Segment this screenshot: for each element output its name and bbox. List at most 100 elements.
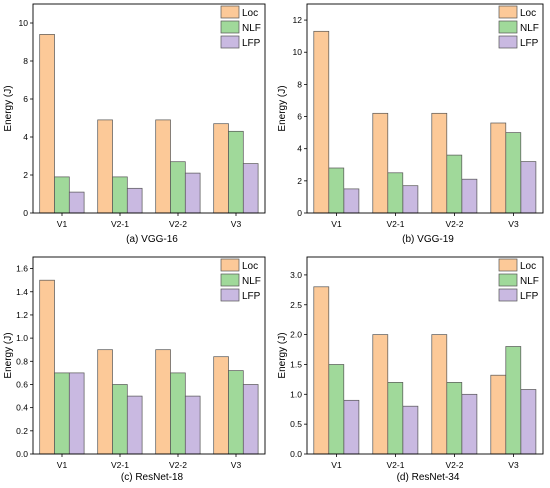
y-axis-label: Energy (J)	[277, 332, 288, 378]
bar-nlf-v3	[505, 132, 522, 214]
bar-lfp-v3	[242, 384, 259, 455]
bar-loc-v3	[490, 122, 507, 214]
bar-loc-v1	[39, 279, 55, 455]
y-tick-label: 1.0	[290, 389, 302, 399]
bar-nlf-v2-2	[170, 161, 186, 214]
bar-lfp-v2-2	[184, 172, 201, 214]
bar-loc-v3	[213, 123, 229, 214]
x-tick-label: V2-2	[446, 219, 464, 229]
bar-nlf-v2-1	[387, 172, 404, 214]
bar-lfp-v1	[68, 191, 85, 214]
x-tick-label: V1	[57, 219, 68, 229]
y-tick-label: 12	[293, 15, 303, 25]
legend-swatch-lfp	[498, 35, 518, 49]
bar-loc-v2-2	[155, 349, 171, 455]
y-tick-label: 0.0	[16, 449, 28, 459]
legend-label-nlf: NLF	[242, 23, 261, 34]
x-tick-label: V2-1	[111, 460, 129, 470]
legend: Loc NLF LFP	[498, 258, 539, 302]
bar-nlf-v3	[505, 346, 522, 455]
bar-loc-v2-2	[155, 119, 171, 214]
bar-lfp-v2-2	[184, 395, 201, 455]
y-tick-label: 1.4	[16, 287, 28, 297]
x-tick-label: V1	[57, 460, 68, 470]
plot-frame	[32, 3, 266, 214]
y-tick-label: 2.5	[290, 300, 302, 310]
bar-loc-v2-1	[97, 119, 113, 214]
y-tick-label: 0.6	[16, 379, 28, 389]
y-axis-label: Energy (J)	[3, 85, 14, 131]
x-tick-label: V3	[508, 219, 519, 229]
legend-swatch-loc	[498, 5, 518, 19]
bar-nlf-v2-1	[387, 382, 404, 455]
y-tick-label: 1.0	[16, 333, 28, 343]
y-tick-label: 10	[19, 18, 29, 28]
panel-caption: (c) ResNet-18	[121, 472, 184, 483]
bar-loc-v3	[213, 356, 229, 455]
legend: Loc NLF LFP	[498, 5, 539, 49]
y-tick-label: 0	[23, 208, 28, 218]
y-tick-label: 1.5	[290, 359, 302, 369]
bar-lfp-v3	[242, 163, 259, 214]
bar-loc-v3	[490, 374, 507, 455]
y-tick-label: 0.4	[16, 403, 28, 413]
y-axis-label: Energy (J)	[277, 85, 288, 131]
x-tick-label: V1	[331, 219, 342, 229]
legend-swatch-lfp	[498, 288, 518, 302]
legend-label-loc: Loc	[520, 8, 536, 19]
bar-nlf-v2-2	[170, 372, 186, 455]
legend-label-nlf: NLF	[520, 276, 539, 287]
bar-nlf-v2-2	[446, 154, 463, 214]
x-tick-label: V1	[331, 460, 342, 470]
y-tick-label: 0.2	[16, 426, 28, 436]
legend-label-loc: Loc	[242, 261, 258, 272]
y-axis-label: Energy (J)	[3, 332, 14, 378]
bar-loc-v2-1	[372, 334, 389, 455]
y-tick-label: 0.8	[16, 356, 28, 366]
y-tick-label: 10	[293, 47, 303, 57]
legend-label-lfp: LFP	[242, 38, 261, 49]
plot-frame	[32, 256, 266, 455]
panel-caption: (b) VGG-19	[402, 234, 454, 245]
plot-frame	[306, 3, 544, 214]
y-tick-label: 3.0	[290, 270, 302, 280]
legend-swatch-nlf	[220, 273, 240, 287]
y-tick-label: 4	[23, 132, 28, 142]
legend: Loc NLF LFP	[220, 5, 261, 49]
x-tick-label: V2-1	[387, 219, 405, 229]
bar-nlf-v3	[228, 130, 244, 214]
chart-panel-3: V1 V2-1 V2-2 V3 0.0 0.2 0.4 0.6 0.8 1.0 1.2 1.4 1.6 E…	[3, 256, 266, 483]
y-tick-label: 2	[23, 170, 28, 180]
y-tick-label: 2.0	[290, 330, 302, 340]
bar-lfp-v2-1	[402, 405, 419, 455]
bar-lfp-v2-1	[126, 395, 143, 455]
bar-lfp-v2-2	[461, 393, 478, 455]
panel-caption: (a) VGG-16	[126, 234, 178, 245]
plot-frame	[306, 256, 544, 455]
y-tick-label: 6	[297, 112, 302, 122]
bar-loc-v1	[313, 30, 330, 214]
legend-label-lfp: LFP	[520, 291, 539, 302]
bar-loc-v1	[313, 286, 330, 455]
legend-swatch-nlf	[220, 20, 240, 34]
bar-lfp-v3	[520, 161, 537, 214]
chart-panel-2: V1 V2-1 V2-2 V3 0 2 4 6 8 10 12 Energy (J) (b) VGG-1…	[277, 3, 544, 245]
bar-lfp-v1	[343, 188, 360, 214]
bar-loc-v1	[39, 34, 55, 214]
bar-lfp-v3	[520, 389, 537, 455]
legend-label-lfp: LFP	[242, 291, 261, 302]
legend: Loc NLF LFP	[220, 258, 261, 302]
bar-nlf-v1	[54, 372, 70, 455]
bar-nlf-v1	[328, 167, 345, 214]
legend-swatch-nlf	[498, 20, 518, 34]
legend-label-lfp: LFP	[520, 38, 539, 49]
bar-nlf-v1	[328, 364, 345, 455]
y-tick-label: 2	[297, 176, 302, 186]
x-tick-label: V3	[508, 460, 519, 470]
bar-lfp-v2-2	[461, 178, 478, 214]
legend-swatch-lfp	[220, 288, 240, 302]
x-tick-label: V2-2	[169, 219, 187, 229]
x-tick-label: V2-2	[169, 460, 187, 470]
legend-label-loc: Loc	[242, 8, 258, 19]
x-tick-label: V2-1	[387, 460, 405, 470]
